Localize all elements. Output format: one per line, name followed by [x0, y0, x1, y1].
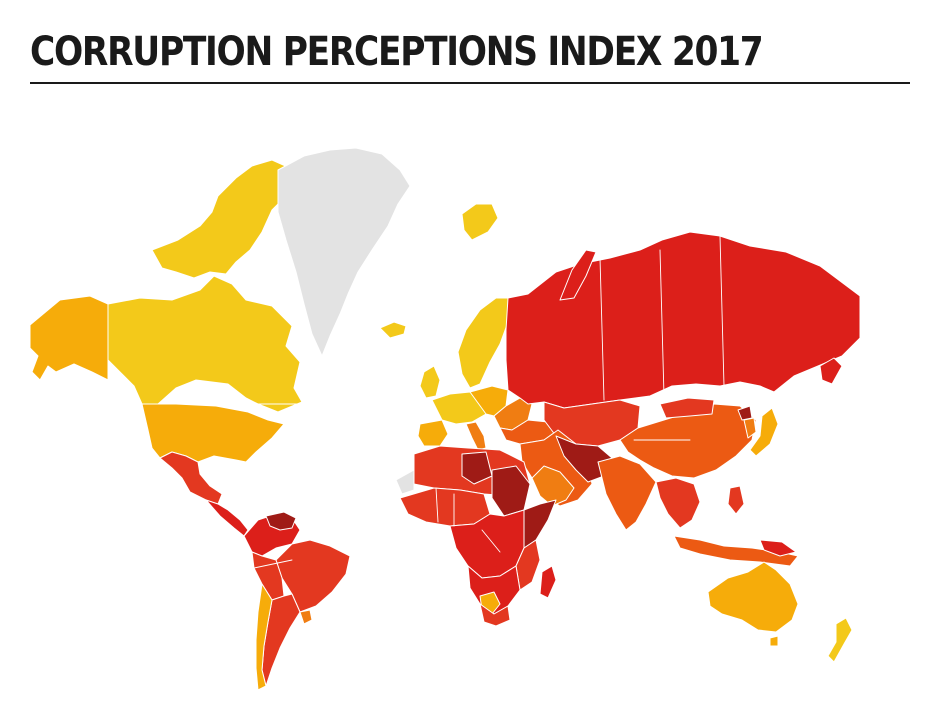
canadian-arctic-islands[interactable]	[151, 159, 297, 279]
india[interactable]	[597, 455, 657, 531]
uk-ireland[interactable]	[419, 365, 441, 399]
madagascar[interactable]	[539, 565, 557, 599]
uruguay[interactable]	[299, 609, 313, 625]
west-africa[interactable]	[399, 487, 491, 527]
chile[interactable]	[255, 583, 273, 691]
mexico[interactable]	[159, 451, 223, 505]
horn-of-africa[interactable]	[523, 499, 557, 549]
venezuela[interactable]	[265, 511, 297, 531]
saudi-arabia[interactable]	[531, 465, 575, 507]
usa[interactable]	[141, 403, 285, 463]
alaska[interactable]	[29, 295, 109, 381]
tasmania[interactable]	[769, 635, 779, 647]
iberia[interactable]	[417, 419, 449, 447]
svalbard[interactable]	[461, 203, 499, 241]
russia[interactable]	[505, 231, 861, 409]
novaya-zemlya[interactable]	[559, 249, 597, 301]
southeast-asia[interactable]	[655, 477, 701, 529]
title-rule	[30, 82, 910, 84]
japan[interactable]	[749, 407, 779, 457]
libya[interactable]	[461, 451, 493, 485]
western-sahara[interactable]	[395, 469, 415, 495]
australia[interactable]	[707, 561, 799, 633]
scandinavia[interactable]	[457, 297, 509, 389]
page-title: CORRUPTION PERCEPTIONS INDEX 2017	[30, 29, 764, 75]
papua-new-guinea[interactable]	[759, 539, 797, 557]
mongolia[interactable]	[659, 397, 715, 419]
philippines[interactable]	[727, 485, 745, 515]
iceland[interactable]	[379, 321, 407, 339]
canada[interactable]	[107, 275, 303, 413]
italy[interactable]	[465, 421, 487, 451]
kamchatka[interactable]	[819, 357, 843, 385]
south-africa[interactable]	[479, 603, 511, 627]
central-america[interactable]	[205, 499, 249, 537]
indonesia[interactable]	[673, 535, 799, 567]
north-korea[interactable]	[737, 405, 753, 421]
greenland[interactable]	[277, 147, 411, 357]
country-borders	[107, 235, 725, 569]
new-zealand[interactable]	[827, 617, 853, 663]
